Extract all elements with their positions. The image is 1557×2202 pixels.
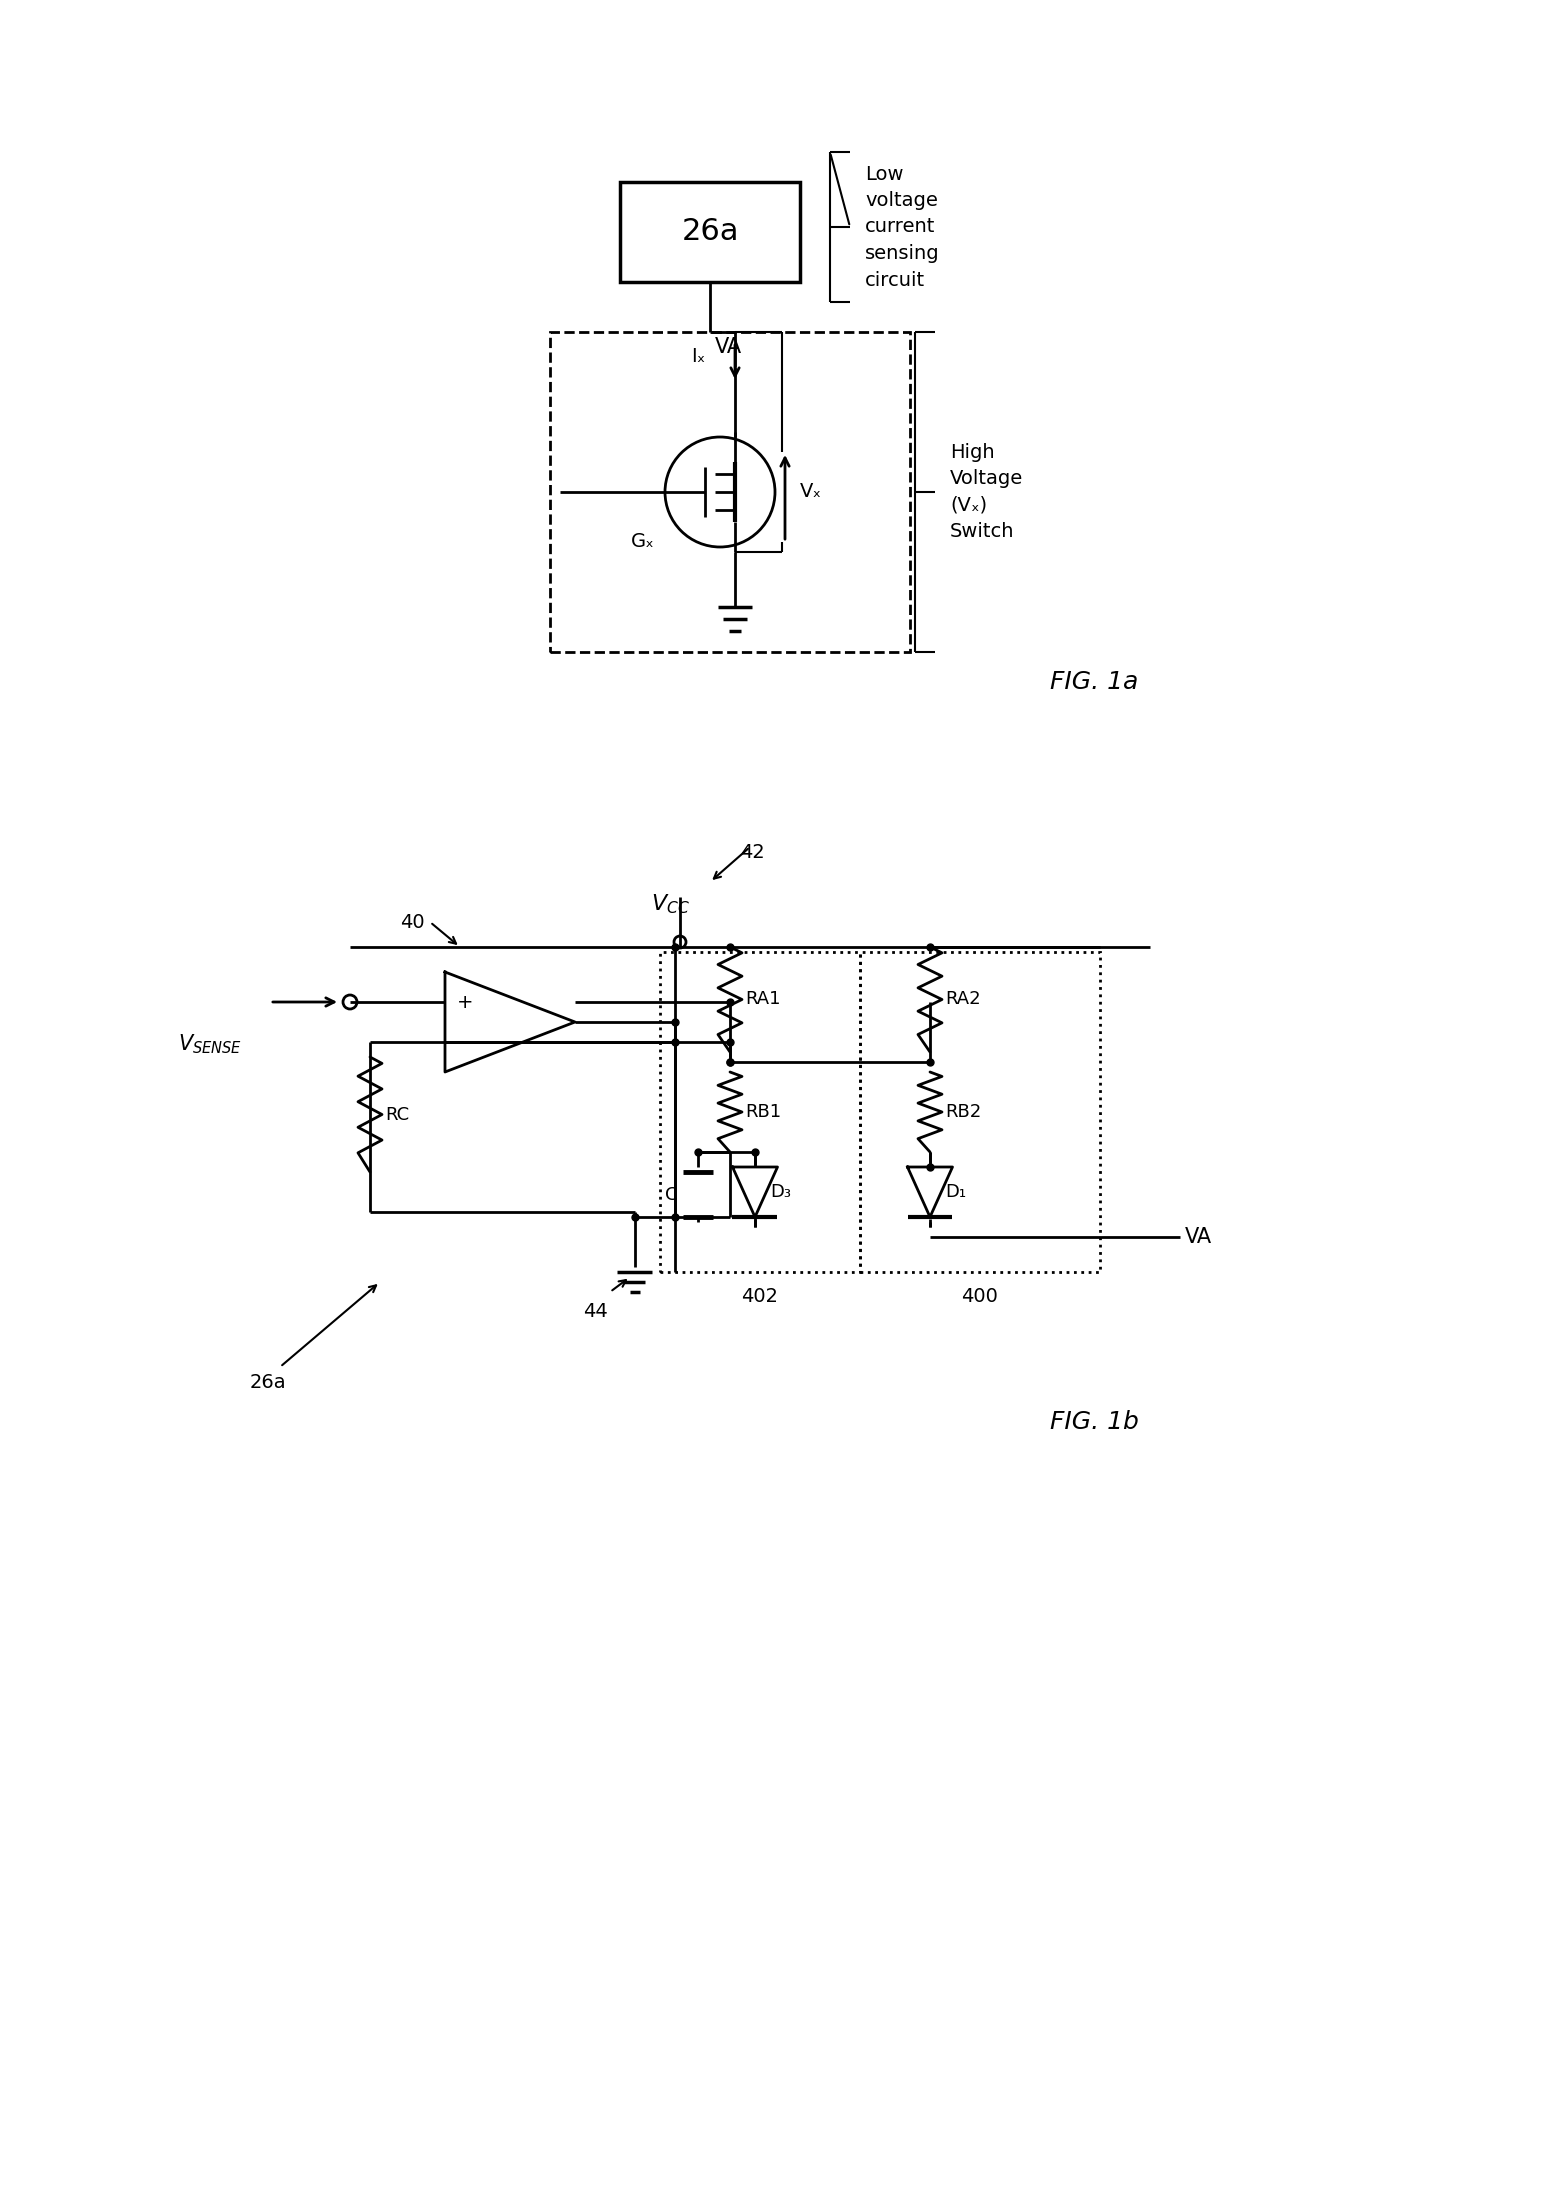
Text: 26a: 26a	[251, 1372, 286, 1392]
Text: RA1: RA1	[744, 991, 780, 1009]
Text: $V_{CC}$: $V_{CC}$	[651, 892, 690, 916]
Text: 40: 40	[400, 912, 425, 931]
Text: Iₓ: Iₓ	[691, 348, 705, 366]
Circle shape	[674, 936, 687, 949]
Text: D₃: D₃	[771, 1182, 791, 1200]
Text: FIG. 1a: FIG. 1a	[1049, 669, 1138, 694]
Text: RB2: RB2	[945, 1103, 981, 1121]
Text: VA: VA	[715, 337, 743, 357]
Text: D₁: D₁	[945, 1182, 967, 1200]
Circle shape	[343, 995, 357, 1009]
Text: RB1: RB1	[744, 1103, 782, 1121]
Text: 44: 44	[582, 1301, 607, 1321]
Bar	[550, 333, 909, 652]
Text: Vₓ: Vₓ	[800, 482, 822, 502]
Text: High
Voltage
(Vₓ)
Switch: High Voltage (Vₓ) Switch	[950, 443, 1023, 542]
Text: C: C	[665, 1185, 677, 1204]
Text: +: +	[458, 993, 473, 1011]
Bar	[620, 183, 800, 282]
Text: VA: VA	[1185, 1227, 1213, 1246]
Text: 42: 42	[740, 843, 764, 861]
Text: 402: 402	[741, 1286, 778, 1306]
Text: RC: RC	[385, 1105, 409, 1123]
Text: 26a: 26a	[682, 218, 738, 247]
Bar	[660, 951, 859, 1273]
Text: Gₓ: Gₓ	[631, 533, 655, 550]
Circle shape	[665, 436, 775, 546]
Text: -: -	[458, 1033, 466, 1053]
Text: Low
voltage
current
sensing
circuit: Low voltage current sensing circuit	[866, 165, 939, 288]
Text: FIG. 1b: FIG. 1b	[1049, 1409, 1138, 1434]
Bar	[859, 951, 1099, 1273]
Text: RA2: RA2	[945, 991, 981, 1009]
Text: 400: 400	[962, 1286, 998, 1306]
Text: $V_{SENSE}$: $V_{SENSE}$	[177, 1033, 241, 1055]
